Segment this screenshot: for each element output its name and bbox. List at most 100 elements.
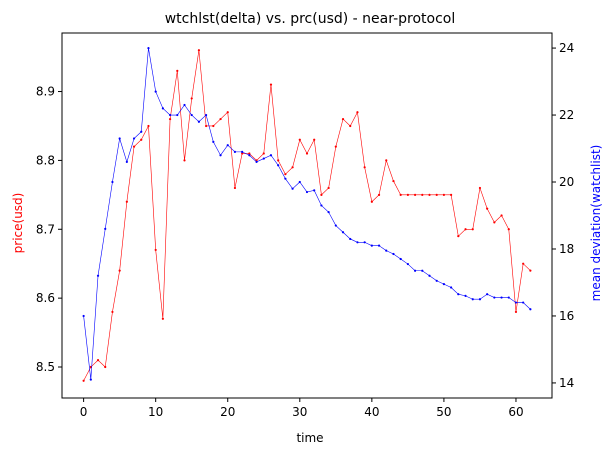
watchlist-series	[82, 46, 532, 381]
watchlist-point	[168, 113, 172, 117]
left-y-tick-label: 8.6	[36, 291, 55, 305]
price-point	[82, 379, 85, 382]
watchlist-point	[442, 283, 446, 286]
price-point	[255, 159, 258, 162]
x-tick-label: 40	[364, 405, 379, 419]
price-point	[529, 269, 532, 272]
price-point	[450, 193, 453, 196]
chart-title: wtchlst(delta) vs. prc(usd) - near-proto…	[165, 11, 456, 27]
price-series	[82, 49, 532, 382]
watchlist-point	[421, 269, 424, 272]
price-point	[284, 173, 287, 176]
watchlist-point	[341, 231, 345, 234]
price-point	[233, 186, 237, 190]
left-y-tick-label: 8.9	[36, 85, 55, 99]
price-point	[327, 186, 330, 190]
price-point	[226, 111, 229, 114]
watchlist-point	[248, 154, 251, 157]
watchlist-point	[370, 244, 373, 247]
right-y-tick-label: 20	[559, 175, 574, 189]
right-y-tick-label: 16	[559, 309, 574, 323]
watchlist-point	[176, 113, 179, 117]
price-point	[241, 152, 244, 155]
price-point	[413, 193, 417, 196]
price-point	[111, 310, 114, 314]
watchlist-point	[89, 378, 92, 381]
watchlist-point	[413, 269, 417, 272]
x-axis-label: time	[296, 431, 323, 445]
price-point	[500, 214, 503, 217]
price-point	[435, 193, 438, 196]
watchlist-point	[154, 90, 157, 93]
watchlist-point	[529, 308, 532, 311]
right-y-tick-label: 22	[559, 108, 574, 122]
watchlist-point	[111, 180, 114, 184]
price-point	[320, 193, 323, 196]
price-point	[190, 97, 193, 100]
watchlist-point	[241, 150, 244, 153]
watchlist-point	[140, 130, 143, 133]
price-point	[428, 193, 431, 196]
x-tick-label: 30	[292, 405, 307, 419]
watchlist-point	[464, 294, 467, 297]
watchlist-point	[104, 227, 107, 230]
x-tick-label: 60	[508, 405, 523, 419]
watchlist-point	[313, 189, 316, 192]
left-y-tick-label: 8.5	[36, 360, 55, 374]
watchlist-point	[161, 107, 164, 110]
price-point	[104, 365, 107, 369]
price-point	[471, 228, 474, 231]
price-point	[161, 317, 164, 320]
watchlist-point	[147, 46, 150, 50]
right-y-axis-label: mean deviation(watchlist)	[589, 145, 603, 302]
price-point	[248, 152, 251, 155]
price-point	[421, 193, 424, 196]
price-point	[154, 248, 157, 252]
price-point	[197, 49, 201, 52]
price-point	[125, 200, 128, 203]
watchlist-point	[284, 177, 287, 180]
watchlist-point	[305, 190, 309, 194]
left-y-tick-label: 8.7	[36, 222, 55, 236]
watchlist-point	[269, 154, 273, 157]
watchlist-point	[320, 204, 323, 207]
price-point	[356, 111, 359, 114]
watchlist-point	[392, 252, 395, 256]
left-y-tick-label: 8.8	[36, 153, 55, 167]
price-point	[269, 83, 273, 86]
price-point	[442, 193, 446, 196]
price-point	[392, 179, 395, 183]
right-y-tick-label: 18	[559, 242, 574, 256]
watchlist-point	[291, 187, 294, 190]
watchlist-point	[82, 314, 85, 318]
watchlist-point	[399, 257, 402, 261]
watchlist-point	[522, 301, 525, 304]
price-point	[132, 145, 136, 148]
price-point	[334, 145, 337, 148]
left-y-axis-ticks: 8.5 8.6 8.7 8.8 8.9	[36, 85, 62, 374]
watchlist-point	[96, 274, 100, 277]
right-y-tick-label: 14	[559, 376, 574, 390]
watchlist-point	[349, 237, 352, 241]
watchlist-point	[471, 298, 474, 301]
price-point	[377, 193, 381, 196]
watchlist-point	[514, 301, 518, 304]
price-point	[464, 228, 467, 231]
watchlist-point	[125, 160, 128, 164]
watchlist-point	[277, 164, 280, 167]
right-y-axis-ticks: 14 16 18 20 22 24	[552, 41, 574, 390]
watchlist-point	[457, 293, 460, 296]
watchlist-point	[377, 244, 381, 247]
watchlist-point	[298, 180, 301, 184]
right-y-tick-label: 24	[559, 41, 574, 55]
price-point	[277, 159, 280, 162]
watchlist-point	[385, 249, 388, 252]
price-point	[399, 193, 402, 196]
price-point	[176, 69, 179, 72]
price-point	[140, 138, 143, 141]
price-point	[514, 310, 518, 314]
price-point	[363, 166, 366, 169]
price-point	[478, 186, 482, 190]
